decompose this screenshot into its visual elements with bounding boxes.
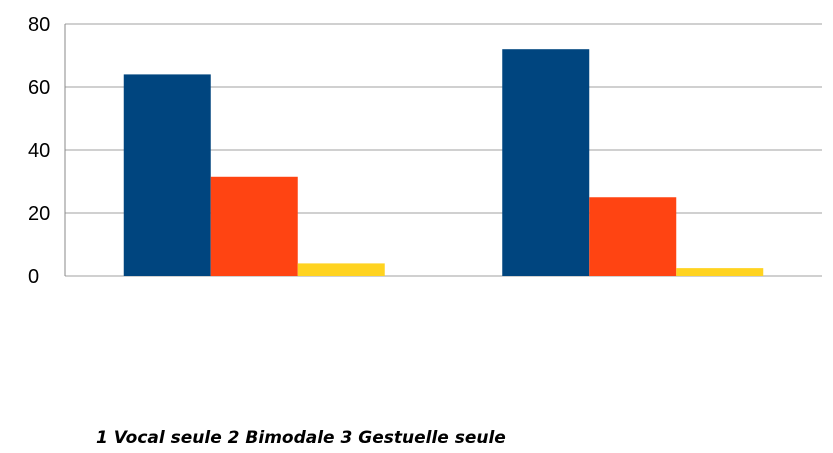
bars — [123, 49, 764, 277]
y-tick-label: 80 — [28, 14, 50, 36]
chart-caption: 1 Vocal seule 2 Bimodale 3 Gestuelle seu… — [96, 428, 506, 448]
bar-series-1-group-1 — [123, 74, 211, 277]
y-tick-label: 20 — [28, 203, 50, 225]
y-tick-label: 60 — [28, 77, 50, 99]
bar-series-1-group-2 — [502, 49, 590, 277]
y-tick-label: 40 — [28, 140, 50, 162]
bar-series-3-group-2 — [676, 268, 764, 276]
bar-series-2-group-1 — [210, 176, 298, 276]
bar-series-2-group-2 — [589, 197, 677, 276]
y-tick-label: 0 — [28, 266, 39, 288]
y-axis-ticks: 0 20 40 60 80 — [28, 14, 50, 288]
bar-series-3-group-1 — [297, 263, 385, 276]
